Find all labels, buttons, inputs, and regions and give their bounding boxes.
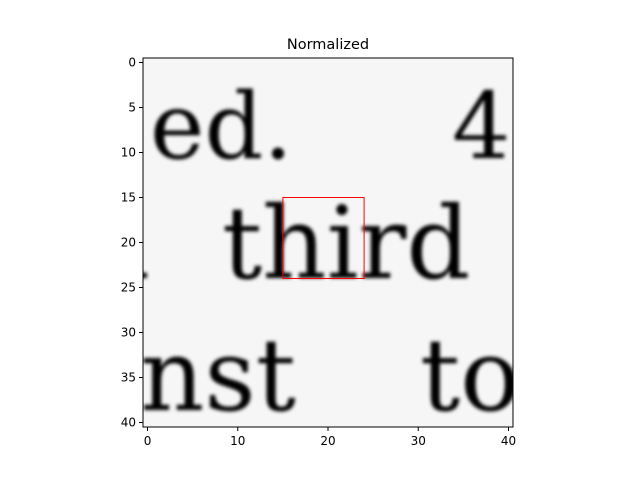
image-text-third: third xyxy=(222,185,470,302)
chart-title: Normalized xyxy=(287,37,369,53)
image-text-t: to xyxy=(420,317,520,434)
y-tick-label: 15 xyxy=(121,191,136,205)
x-tick-label: 40 xyxy=(501,434,516,448)
image-text-ed: ed. xyxy=(150,73,293,180)
image-text-nst: nst xyxy=(140,317,296,434)
x-axis: 0 10 20 30 40 xyxy=(144,427,516,448)
x-tick-label: 10 xyxy=(230,434,245,448)
y-tick-label: 35 xyxy=(121,371,136,385)
plot-area: ed. 4 third l nst to xyxy=(118,57,520,434)
x-tick-label: 30 xyxy=(411,434,426,448)
image-background xyxy=(143,58,513,427)
y-axis: 0 5 10 15 20 25 30 35 40 xyxy=(121,56,143,430)
y-tick-label: 5 xyxy=(128,101,136,115)
y-tick-label: 30 xyxy=(121,326,136,340)
y-tick-label: 40 xyxy=(121,416,136,430)
highlight-box xyxy=(282,197,365,279)
x-tick-label: 0 xyxy=(144,434,152,448)
y-tick-label: 25 xyxy=(121,281,136,295)
image-text-partial-left: l xyxy=(118,185,150,302)
x-tick-label: 20 xyxy=(320,434,335,448)
image-content: ed. 4 third l nst to xyxy=(118,73,520,434)
y-tick-label: 0 xyxy=(128,56,136,70)
y-tick-label: 20 xyxy=(121,236,136,250)
image-text-partial-4: 4 xyxy=(452,73,511,180)
y-tick-label: 10 xyxy=(121,146,136,160)
